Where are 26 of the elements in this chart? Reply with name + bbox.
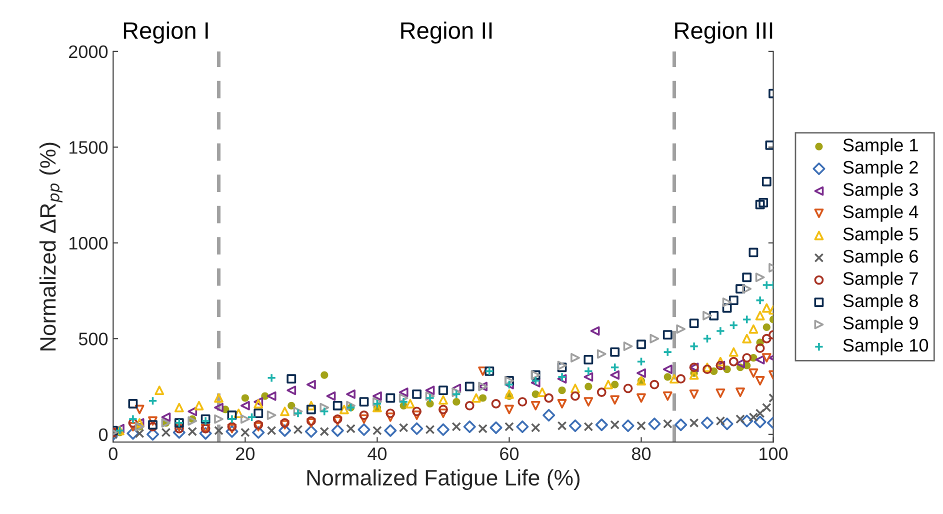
x-tick-label: 80 <box>632 447 651 460</box>
y-tick-label: 500 <box>78 332 108 346</box>
x-tick-label: 40 <box>368 447 387 460</box>
y-tick-label: 1500 <box>70 141 108 154</box>
legend-label: Sample 6 <box>843 249 918 266</box>
legend-label: Sample 3 <box>843 182 918 200</box>
legend-label: Sample 9 <box>843 316 918 334</box>
text: Region III <box>675 22 772 44</box>
text: Region II <box>401 22 492 44</box>
y-tick-label: 0 <box>98 428 108 442</box>
legend-label: Sample 2 <box>843 160 918 178</box>
x-tick-label: 100 <box>760 447 788 460</box>
text: Region I <box>124 22 208 44</box>
x-tick-label: 20 <box>236 447 255 460</box>
y-tick-label: 1000 <box>70 236 108 250</box>
x-tick-label: 0 <box>108 447 118 460</box>
legend-label: Sample 5 <box>843 227 918 244</box>
legend-label: Sample 10 <box>843 338 928 356</box>
x-tick-label: 60 <box>500 447 519 460</box>
legend-label: Sample 7 <box>843 272 918 289</box>
y-tick-label: 2000 <box>69 45 108 58</box>
x-axis-title: Normalized Fatigue Life (%) <box>307 469 580 490</box>
legend-label: Sample 8 <box>843 294 918 311</box>
legend-label: Sample 1 <box>843 138 918 156</box>
y-axis-title: Normalized ΔR$_{pp}$ (%) <box>39 142 62 350</box>
legend-label: Sample 4 <box>843 204 918 222</box>
